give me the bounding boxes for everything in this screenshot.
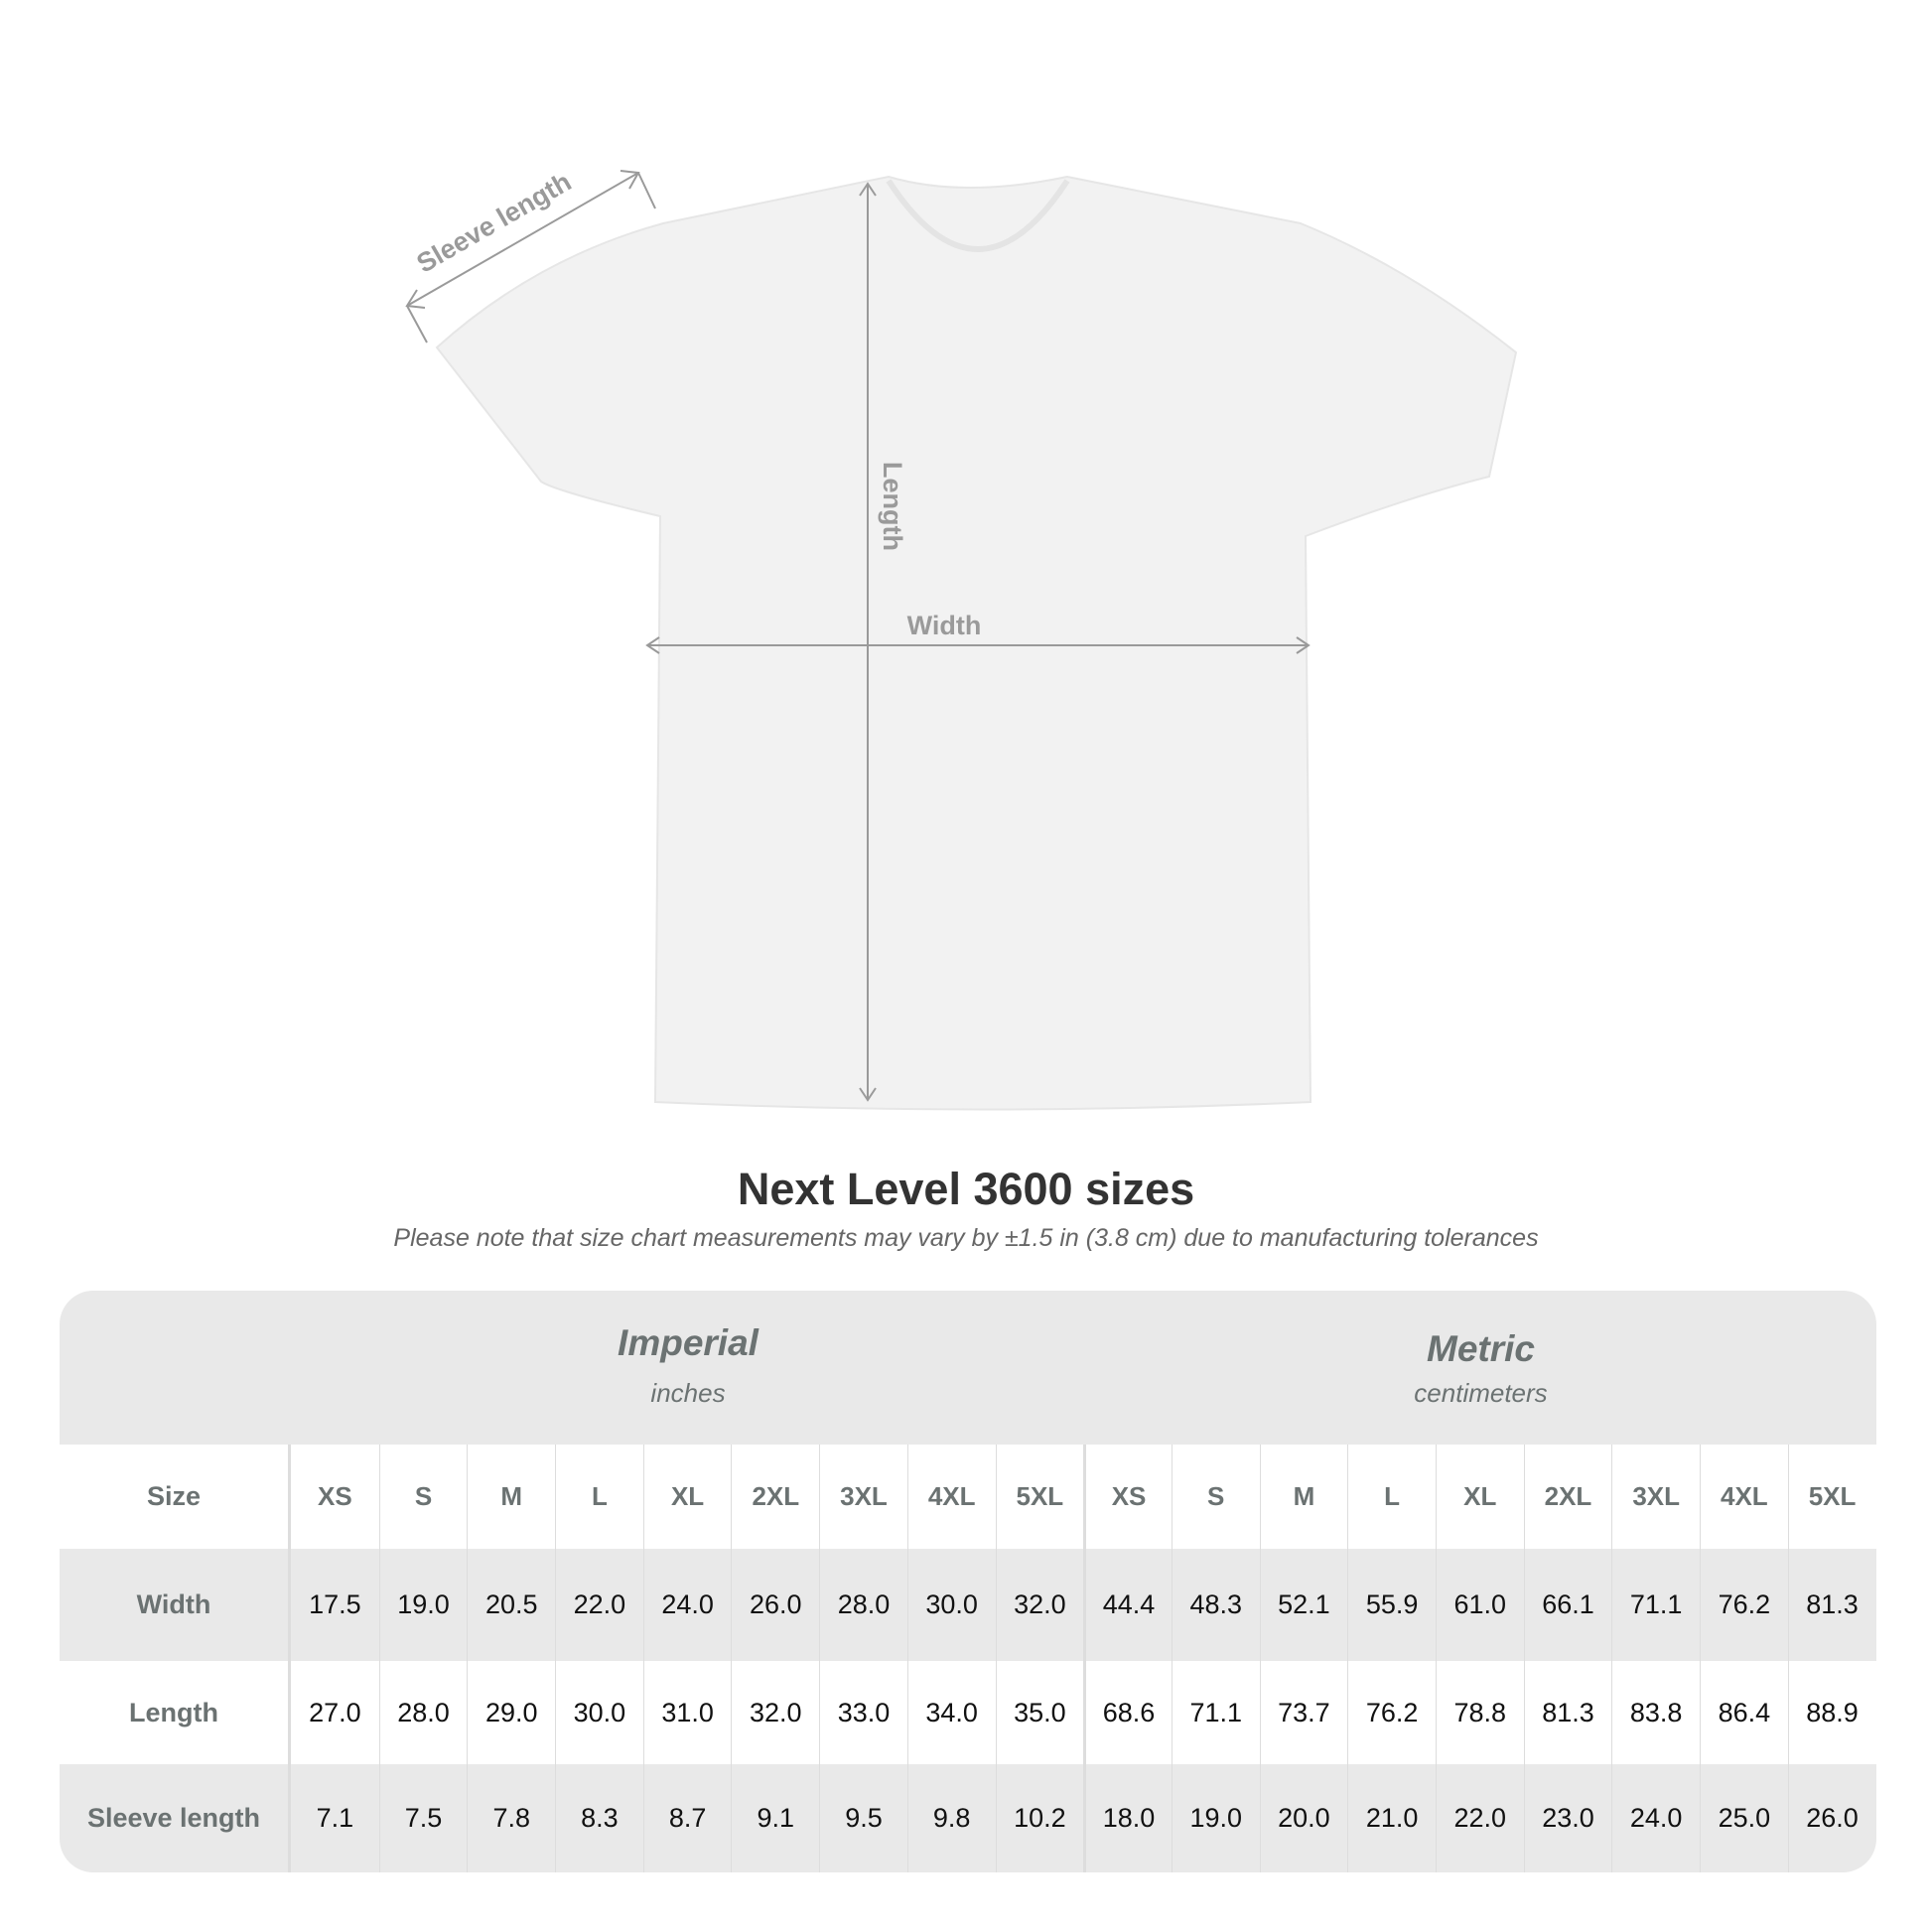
row-label: Sleeve length (60, 1764, 291, 1872)
metric-cell: 83.8 (1611, 1661, 1700, 1764)
imperial-cell: XL (642, 1445, 732, 1549)
row-label: Width (60, 1549, 291, 1661)
table-row: Size XS S M L XL 2XL 3XL 4XL 5XL XS S M L XL 2XL 3XL 4XL 5… (60, 1445, 1876, 1549)
imperial-cell: S (378, 1445, 468, 1549)
table-row: Length 27.0 28.0 29.0 30.0 31.0 32.0 33.0 34.0 35… (60, 1661, 1876, 1764)
imperial-cell: 9.8 (906, 1764, 996, 1872)
metric-cell: 71.1 (1611, 1549, 1700, 1661)
metric-cell: 20.0 (1259, 1764, 1348, 1872)
row-label: Length (60, 1661, 291, 1764)
imperial-cell: 7.1 (316, 1803, 354, 1833)
imperial-cell: 30.0 (555, 1661, 643, 1764)
page-title: Next Level 3600 sizes (737, 1164, 1195, 1214)
metric-cell: 61.0 (1435, 1549, 1524, 1661)
metric-cell: 21.0 (1347, 1764, 1436, 1872)
imperial-cell: 8.7 (642, 1764, 732, 1872)
metric-cell: 19.0 (1171, 1764, 1260, 1872)
imperial-cell: 28.0 (819, 1549, 907, 1661)
length-label: Length (878, 462, 907, 551)
row-label: Size (60, 1445, 291, 1549)
metric-cell: L (1347, 1445, 1436, 1549)
imperial-cell: 7.5 (378, 1764, 468, 1872)
metric-cell: 26.0 (1787, 1764, 1876, 1872)
imperial-cell: 9.5 (819, 1764, 907, 1872)
metric-cell: XS (1083, 1445, 1172, 1549)
imperial-cell: 19.0 (378, 1549, 468, 1661)
metric-cell: 23.0 (1523, 1764, 1612, 1872)
metric-cell: 2XL (1523, 1445, 1612, 1549)
table-row: Width 17.5 19.0 20.5 22.0 24.0 26.0 28.0 30.0 32.… (60, 1549, 1876, 1661)
width-label: Width (907, 611, 982, 640)
metric-header: Metric centimeters (1085, 1291, 1876, 1445)
metric-cell: 76.2 (1700, 1549, 1788, 1661)
imperial-cell: 22.0 (555, 1549, 643, 1661)
imperial-cell: 32.0 (731, 1661, 819, 1764)
imperial-cell: XS (318, 1481, 352, 1511)
metric-cell: 68.6 (1083, 1661, 1172, 1764)
metric-cell: 55.9 (1347, 1549, 1436, 1661)
imperial-label: Imperial (618, 1322, 759, 1363)
imperial-cell: M (467, 1445, 555, 1549)
metric-cell: 44.4 (1083, 1549, 1172, 1661)
metric-cell: 81.3 (1787, 1549, 1876, 1661)
imperial-cell: L (555, 1445, 643, 1549)
imperial-cell: 28.0 (378, 1661, 468, 1764)
metric-cell: 18.0 (1083, 1764, 1172, 1872)
metric-cell: 4XL (1700, 1445, 1788, 1549)
metric-cell: 66.1 (1523, 1549, 1612, 1661)
imperial-cell: 2XL (731, 1445, 819, 1549)
imperial-cell: 8.3 (555, 1764, 643, 1872)
metric-cell: 71.1 (1171, 1661, 1260, 1764)
imperial-cell: 7.8 (467, 1764, 555, 1872)
imperial-cell: 5XL (995, 1445, 1084, 1549)
imperial-cell: 27.0 (309, 1697, 361, 1727)
imperial-cell: 31.0 (642, 1661, 732, 1764)
imperial-cell: 30.0 (906, 1549, 996, 1661)
metric-cell: M (1259, 1445, 1348, 1549)
metric-cell: S (1171, 1445, 1260, 1549)
size-table: Imperial inches Metric centimeters Size X… (60, 1291, 1876, 1872)
metric-cell: 3XL (1611, 1445, 1700, 1549)
metric-cell: 24.0 (1611, 1764, 1700, 1872)
imperial-cell: 35.0 (995, 1661, 1084, 1764)
imperial-cell: 20.5 (467, 1549, 555, 1661)
imperial-cell: 24.0 (642, 1549, 732, 1661)
measure-arrows (405, 170, 1311, 1102)
imperial-header: Imperial inches (291, 1291, 1085, 1445)
imperial-cell: 33.0 (819, 1661, 907, 1764)
metric-cell: 25.0 (1700, 1764, 1788, 1872)
tshirt-diagram: Sleeve length Length Width (405, 167, 1518, 1111)
imperial-cell: 17.5 (309, 1589, 361, 1619)
imperial-cell: 3XL (819, 1445, 907, 1549)
metric-cell: XL (1435, 1445, 1524, 1549)
imperial-cell: 10.2 (995, 1764, 1084, 1872)
metric-cell: 5XL (1787, 1445, 1876, 1549)
metric-unit: centimeters (1414, 1378, 1548, 1408)
imperial-cell: 26.0 (731, 1549, 819, 1661)
imperial-cell: 29.0 (467, 1661, 555, 1764)
imperial-cell: 32.0 (995, 1549, 1084, 1661)
metric-cell: 48.3 (1171, 1549, 1260, 1661)
metric-cell: 76.2 (1347, 1661, 1436, 1764)
metric-cell: 88.9 (1787, 1661, 1876, 1764)
metric-cell: 78.8 (1435, 1661, 1524, 1764)
metric-cell: 52.1 (1259, 1549, 1348, 1661)
metric-cell: 73.7 (1259, 1661, 1348, 1764)
table-row: Sleeve length 7.1 7.5 7.8 8.3 8.7 9.1 9.5 9.8 10.… (60, 1764, 1876, 1872)
imperial-unit: inches (650, 1378, 726, 1408)
tolerance-note: Please note that size chart measurements… (393, 1224, 1539, 1252)
metric-cell: 86.4 (1700, 1661, 1788, 1764)
imperial-cell: 34.0 (906, 1661, 996, 1764)
collar (886, 179, 1070, 252)
metric-label: Metric (1427, 1328, 1535, 1369)
imperial-cell: 9.1 (731, 1764, 819, 1872)
metric-cell: 81.3 (1523, 1661, 1612, 1764)
metric-cell: 22.0 (1435, 1764, 1524, 1872)
tshirt-shape (435, 175, 1518, 1111)
imperial-cell: 4XL (906, 1445, 996, 1549)
